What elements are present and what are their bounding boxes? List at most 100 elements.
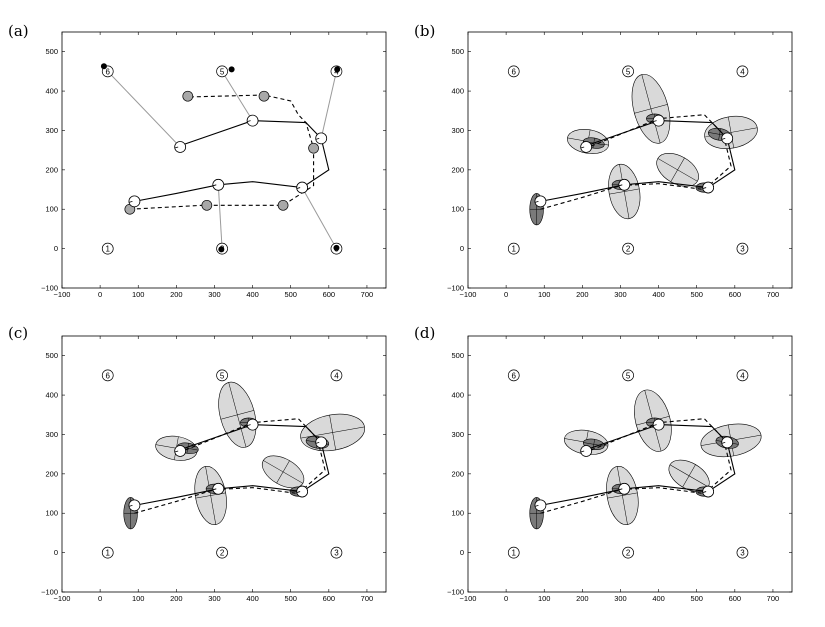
x-tick-label: 700 <box>767 594 780 603</box>
y-tick-label: 200 <box>45 469 58 478</box>
landmark-marker <box>216 369 228 382</box>
pose-heading <box>702 187 707 189</box>
x-tick-label: 600 <box>729 290 742 299</box>
uncertainty-ellipse-group <box>704 115 758 149</box>
landmark-label: 4 <box>740 371 745 380</box>
estimated-trajectory <box>129 94 315 210</box>
y-tick-label: 500 <box>45 351 58 360</box>
x-tick-label: 600 <box>323 594 336 603</box>
landmark-label: 5 <box>220 67 225 76</box>
landmark-marker <box>507 546 520 559</box>
landmark-label: 1 <box>512 245 517 254</box>
y-tick-label: 300 <box>45 430 58 439</box>
landmark-estimate <box>333 244 340 251</box>
plot-frame <box>467 31 793 289</box>
estimated-trajectory <box>134 418 326 514</box>
landmark-label: 1 <box>106 549 111 558</box>
pose-heading <box>296 491 301 493</box>
observation-link <box>320 71 337 139</box>
ellipse-axis <box>186 443 189 454</box>
landmark-estimate <box>100 63 107 70</box>
ellipse-axis <box>728 116 734 148</box>
y-tick-label: 0 <box>54 548 58 557</box>
pose-marker <box>212 482 225 495</box>
landmark-marker <box>736 546 749 559</box>
y-tick-label: 400 <box>451 87 464 96</box>
pose-marker <box>315 132 328 145</box>
x-tick-label: 500 <box>690 290 703 299</box>
y-tick-label: −100 <box>447 284 464 293</box>
x-tick-label: 0 <box>98 290 102 299</box>
uncertainty-ellipse-group <box>668 459 710 492</box>
landmark-marker <box>216 65 228 78</box>
y-tick-label: 300 <box>451 126 464 135</box>
pose-marker <box>315 436 328 449</box>
y-tick-label: 400 <box>45 87 58 96</box>
y-tick-label: 100 <box>451 205 464 214</box>
pose-heading <box>702 491 707 493</box>
pose-marker <box>534 195 547 208</box>
pose-marker <box>618 178 631 191</box>
x-tick-label: 400 <box>246 594 259 603</box>
pose-heading <box>721 137 726 140</box>
landmark-label: 6 <box>512 371 517 380</box>
true-trajectory <box>540 424 736 506</box>
landmark-marker <box>736 369 749 382</box>
pose-marker <box>246 418 259 431</box>
pose-marker <box>174 141 187 153</box>
pose-heading <box>534 200 539 203</box>
pose-heading <box>128 504 133 507</box>
plot-frame <box>467 335 793 593</box>
x-tick-label: 200 <box>170 594 183 603</box>
pose-heading <box>128 200 133 203</box>
estimated-pose <box>308 142 319 154</box>
landmark-label: 1 <box>512 549 517 558</box>
y-tick-label: 100 <box>45 205 58 214</box>
x-tick-label: 300 <box>208 290 221 299</box>
plot-frame <box>61 335 387 593</box>
ellipse-axis <box>641 74 661 144</box>
landmark-marker <box>622 65 634 78</box>
y-tick-label: 200 <box>451 469 464 478</box>
pose-heading <box>580 450 585 453</box>
landmark-marker <box>736 65 749 78</box>
true-trajectory <box>134 424 330 506</box>
landmark-label: 4 <box>334 371 339 380</box>
x-tick-label: 700 <box>361 290 374 299</box>
pose-marker <box>296 181 309 194</box>
pose-heading <box>246 120 251 122</box>
landmark-marker <box>101 369 114 382</box>
pose-marker <box>128 195 141 208</box>
pose-heading <box>580 146 585 149</box>
landmark-label: 2 <box>220 549 225 558</box>
x-tick-label: 700 <box>767 290 780 299</box>
observation-link <box>221 71 254 121</box>
x-tick-label: 400 <box>652 290 665 299</box>
x-tick-label: 200 <box>576 290 589 299</box>
x-tick-label: 400 <box>652 594 665 603</box>
landmark-marker <box>622 242 634 255</box>
estimated-pose <box>201 199 213 211</box>
ellipse-axis <box>276 460 290 484</box>
pose-marker <box>174 445 187 457</box>
landmark-label: 6 <box>106 371 111 380</box>
y-tick-label: −100 <box>447 588 464 597</box>
landmark-marker <box>507 242 520 255</box>
y-tick-label: 500 <box>451 47 464 56</box>
pose-heading <box>652 120 657 122</box>
pose-marker <box>652 114 665 127</box>
ellipse-axis <box>205 466 217 525</box>
x-tick-label: −100 <box>460 290 477 299</box>
y-tick-label: 0 <box>54 244 58 253</box>
x-tick-label: −100 <box>460 594 477 603</box>
pose-marker <box>212 178 225 191</box>
y-tick-label: 300 <box>451 430 464 439</box>
landmark-marker <box>101 546 114 559</box>
x-tick-label: 0 <box>504 594 508 603</box>
landmark-marker <box>736 242 749 255</box>
y-tick-label: 100 <box>45 509 58 518</box>
x-tick-label: 700 <box>361 594 374 603</box>
x-tick-label: 300 <box>614 290 627 299</box>
uncertainty-ellipse-group <box>606 465 639 526</box>
